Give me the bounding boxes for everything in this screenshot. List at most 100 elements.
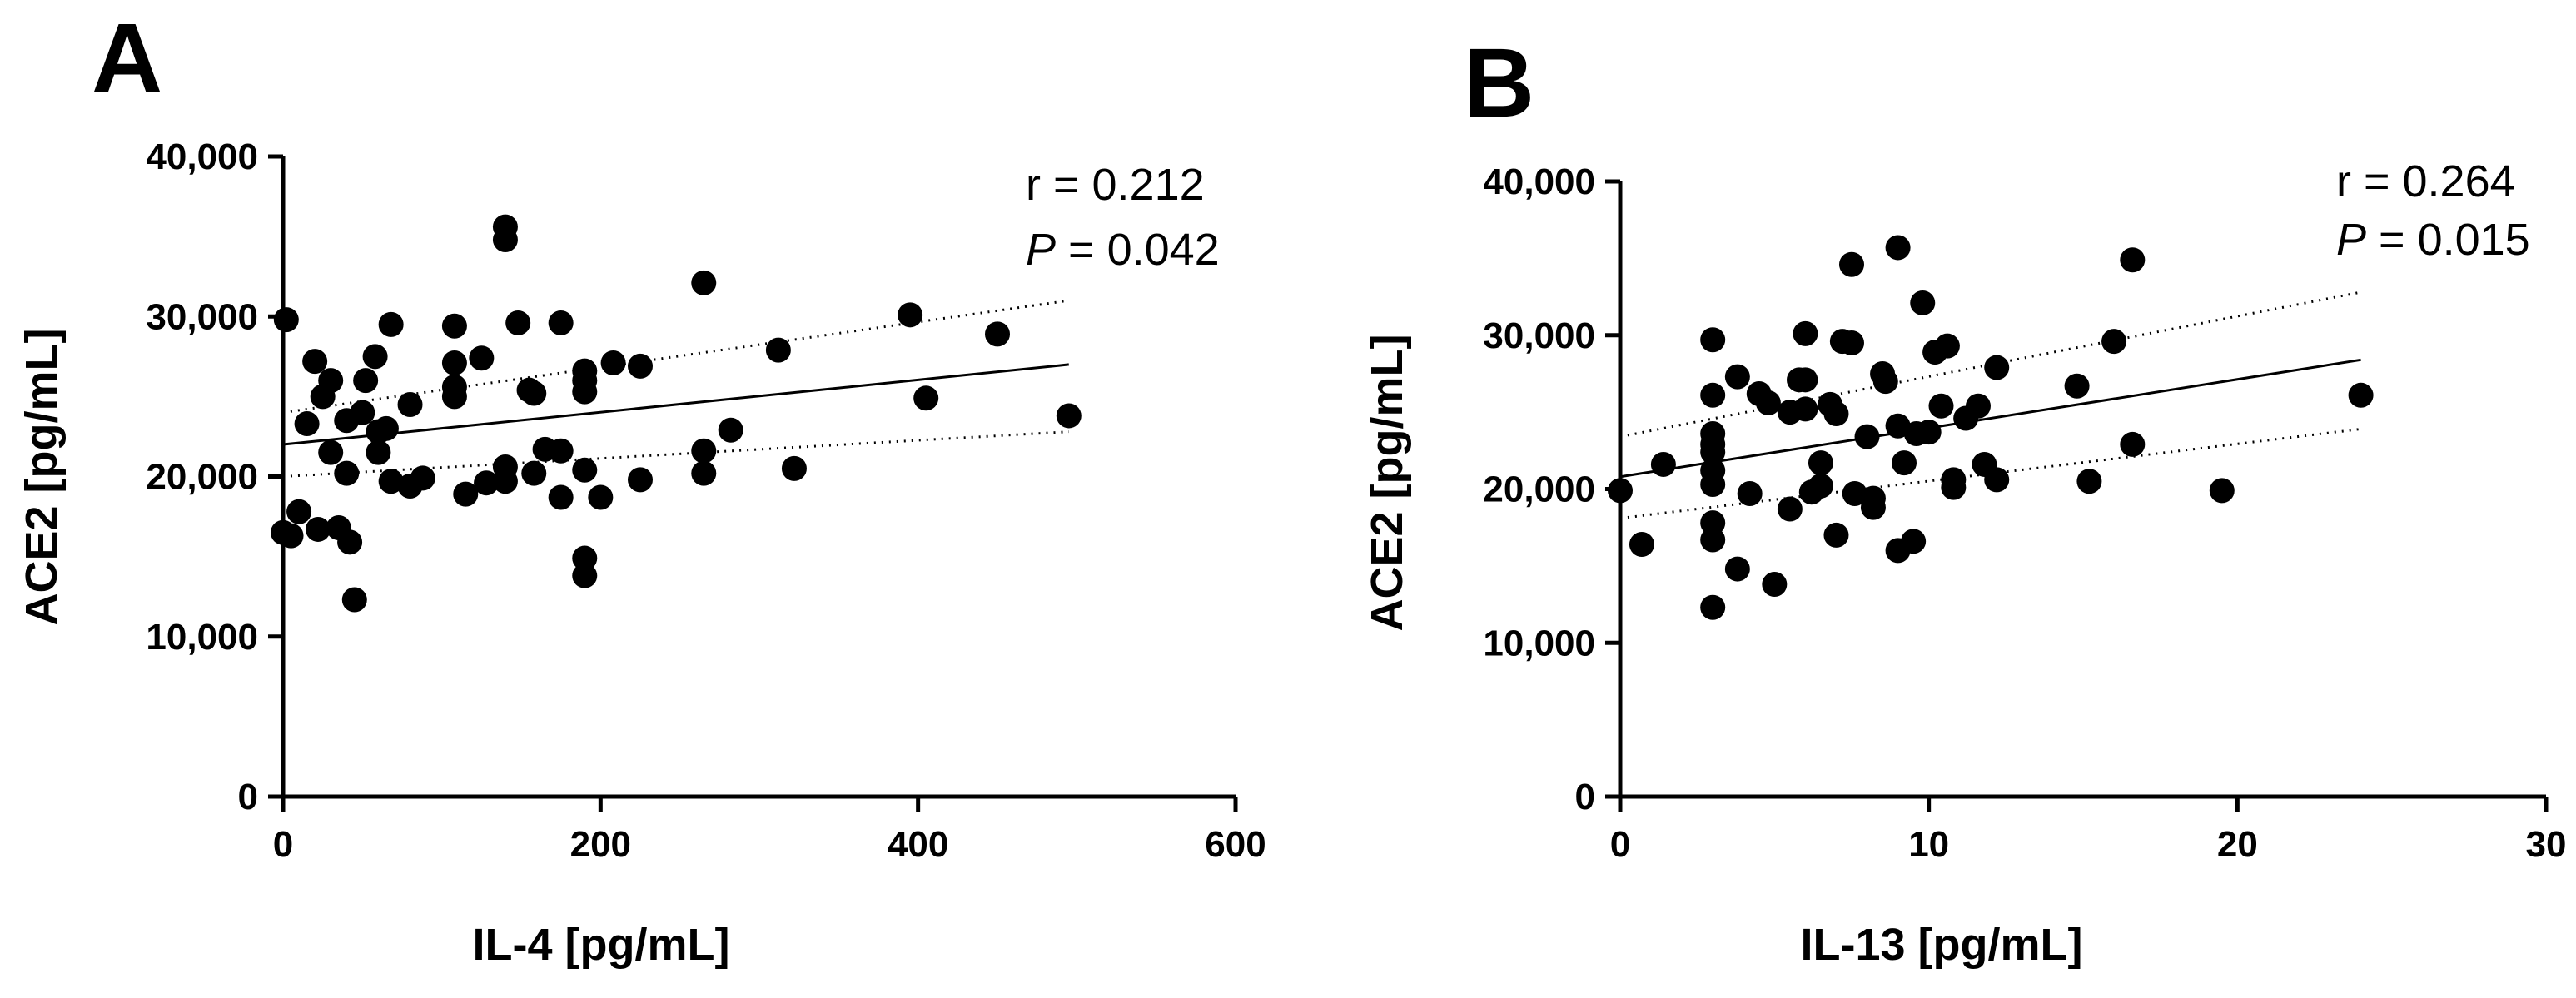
panel-letter: B bbox=[1464, 28, 1534, 138]
r-value: r = 0.264 bbox=[2336, 156, 2515, 206]
data-point bbox=[1934, 333, 1960, 359]
data-point bbox=[1724, 364, 1750, 390]
data-point bbox=[548, 484, 574, 510]
y-tick-label: 20,000 bbox=[146, 457, 258, 498]
data-point bbox=[781, 455, 807, 481]
data-point bbox=[286, 499, 312, 524]
x-tick-label: 0 bbox=[273, 824, 293, 865]
data-point bbox=[441, 313, 467, 339]
data-point bbox=[410, 465, 435, 491]
x-tick-label: 30 bbox=[2526, 824, 2567, 865]
data-point bbox=[474, 470, 500, 496]
data-point bbox=[1872, 369, 1898, 395]
p-value-number: = 0.015 bbox=[2366, 215, 2530, 265]
data-point bbox=[1737, 481, 1763, 507]
y-tick-label: 0 bbox=[238, 777, 258, 817]
x-tick-label: 400 bbox=[888, 824, 948, 865]
data-point bbox=[505, 310, 531, 335]
data-point bbox=[1724, 556, 1750, 582]
y-tick-label: 10,000 bbox=[146, 617, 258, 658]
data-point bbox=[378, 311, 404, 337]
data-point bbox=[1839, 251, 1864, 277]
data-point bbox=[1650, 451, 1676, 477]
data-point bbox=[572, 563, 598, 588]
data-point bbox=[1700, 439, 1726, 465]
y-axis-title: ACE2 [pg/mL] bbox=[17, 329, 67, 626]
x-tick-label: 200 bbox=[570, 824, 631, 865]
regression-lines bbox=[1619, 290, 2361, 520]
y-tick-label: 10,000 bbox=[1483, 623, 1595, 663]
data-point bbox=[2348, 382, 2374, 408]
data-point bbox=[469, 345, 495, 371]
p-value: P = 0.042 bbox=[1026, 225, 1220, 275]
data-point bbox=[397, 391, 423, 417]
data-point bbox=[373, 415, 399, 441]
panel-a: A 0 200 400 600 0 10,000 20,000 30,000 40,000 r … bbox=[17, 3, 1266, 970]
data-point bbox=[492, 226, 518, 252]
data-point bbox=[1700, 382, 1726, 408]
regression-line bbox=[1619, 358, 2361, 479]
panel-b: B 0 10 20 30 0 10,000 20,000 30,000 40,000 r = 0… bbox=[1362, 28, 2566, 970]
data-point bbox=[2120, 431, 2146, 457]
p-value: P = 0.015 bbox=[2336, 215, 2530, 265]
data-point bbox=[1910, 290, 1936, 315]
data-point bbox=[1854, 424, 1880, 449]
data-point bbox=[691, 270, 717, 295]
scatter-points bbox=[271, 214, 1082, 613]
data-point bbox=[1984, 355, 2010, 380]
data-point bbox=[492, 469, 518, 494]
y-tick-label: 30,000 bbox=[146, 296, 258, 337]
data-point bbox=[765, 337, 791, 363]
data-point bbox=[628, 353, 653, 379]
data-point bbox=[2076, 469, 2102, 494]
data-point bbox=[1892, 450, 1917, 476]
data-point bbox=[302, 349, 328, 375]
data-point bbox=[718, 417, 743, 443]
data-point bbox=[521, 380, 547, 406]
x-axis-title: IL-4 [pg/mL] bbox=[473, 920, 730, 970]
data-point bbox=[305, 516, 331, 542]
data-point bbox=[572, 545, 598, 571]
p-symbol: P bbox=[1026, 225, 1056, 275]
data-point bbox=[600, 350, 626, 376]
r-value: r = 0.212 bbox=[1026, 160, 1205, 210]
data-point bbox=[1762, 572, 1788, 598]
data-point bbox=[1700, 327, 1726, 353]
data-point bbox=[441, 350, 467, 376]
data-point bbox=[2209, 478, 2235, 504]
data-point bbox=[1793, 367, 1818, 393]
x-tick-label: 20 bbox=[2217, 824, 2258, 865]
data-point bbox=[1808, 450, 1833, 476]
data-point bbox=[318, 368, 344, 394]
data-point bbox=[1700, 471, 1726, 497]
data-point bbox=[691, 438, 717, 464]
y-tick-label: 0 bbox=[1575, 777, 1595, 817]
regression-line bbox=[282, 363, 1069, 446]
data-point bbox=[1860, 494, 1886, 520]
y-tick-label: 20,000 bbox=[1483, 469, 1595, 510]
x-tick-label: 600 bbox=[1205, 824, 1266, 865]
data-point bbox=[1984, 467, 2010, 493]
data-point bbox=[453, 481, 479, 507]
data-point bbox=[913, 385, 939, 411]
data-point bbox=[1629, 532, 1654, 558]
data-point bbox=[1941, 474, 1967, 500]
data-point bbox=[353, 368, 379, 394]
data-point bbox=[1793, 396, 1818, 422]
y-tick-label: 40,000 bbox=[146, 137, 258, 177]
x-tick-label: 0 bbox=[1610, 824, 1630, 865]
data-point bbox=[318, 439, 344, 465]
p-value-number: = 0.042 bbox=[1056, 225, 1220, 275]
data-point bbox=[1823, 522, 1849, 548]
data-point bbox=[1700, 594, 1726, 620]
data-point bbox=[1839, 330, 1864, 355]
x-axis-title: IL-13 [pg/mL] bbox=[1801, 920, 2083, 970]
data-point bbox=[548, 310, 574, 335]
data-point bbox=[378, 469, 404, 494]
data-point bbox=[1916, 420, 1942, 445]
data-point bbox=[273, 307, 299, 333]
data-point bbox=[521, 460, 547, 486]
ci-lower-line bbox=[282, 430, 1069, 478]
data-point bbox=[341, 587, 367, 613]
